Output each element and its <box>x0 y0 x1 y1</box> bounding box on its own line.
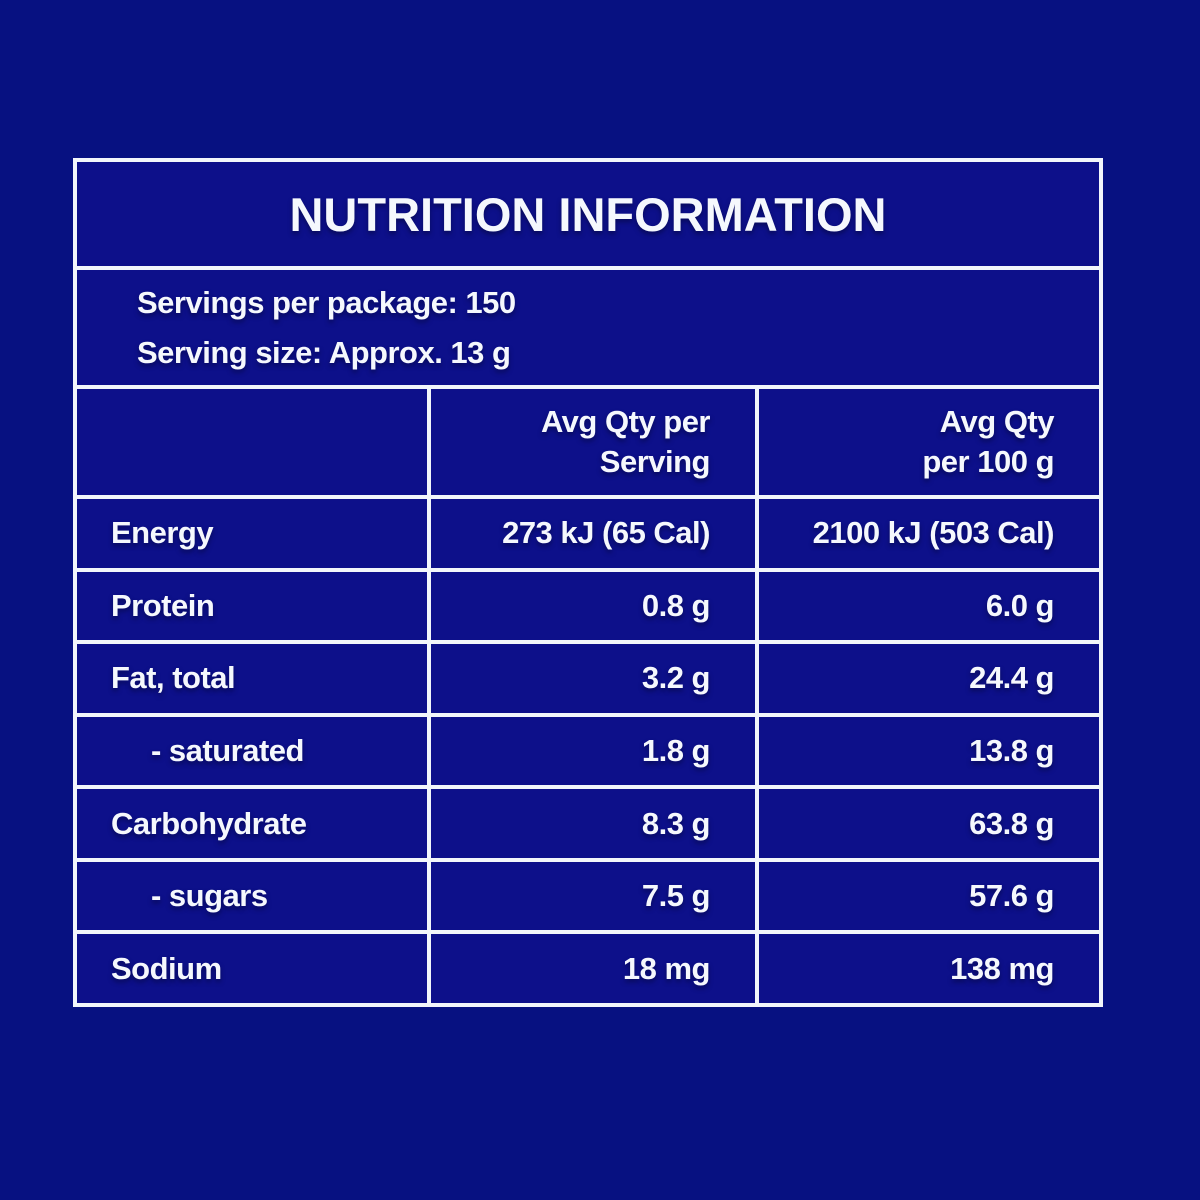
row-saturated-per-100g: 13.8 g <box>759 716 1099 786</box>
row-sugars-label: - sugars <box>77 861 427 931</box>
header-blank-cell <box>77 389 427 495</box>
per-serving-value: 18 mg <box>622 950 711 986</box>
row-sodium-per-100g: 138 mg <box>759 934 1099 1003</box>
row-saturated-label: - saturated <box>77 716 427 786</box>
header-per-100g: Avg Qty per 100 g <box>759 389 1099 495</box>
row-carbohydrate-per-serving: 8.3 g <box>431 789 755 858</box>
serving-info-section: Servings per package: 150 Serving size: … <box>77 270 1099 385</box>
header-per-serving-line1: Avg Qty per <box>540 404 711 439</box>
nutrition-table: Avg Qty per Serving Avg Qty per 100 g En… <box>77 389 1099 1003</box>
row-sugars-per-serving: 7.5 g <box>431 861 755 931</box>
per-serving-value: 0.8 g <box>641 587 711 623</box>
nutrient-label: Fat, total <box>111 660 236 696</box>
header-per-serving: Avg Qty per Serving <box>431 389 755 495</box>
row-protein-per-serving: 0.8 g <box>431 571 755 641</box>
per-100g-value: 2100 kJ (503 Cal) <box>812 515 1055 551</box>
nutrient-label: Protein <box>111 587 215 623</box>
row-fat-total-label: Fat, total <box>77 644 427 713</box>
row-sugars-per-100g: 57.6 g <box>759 861 1099 931</box>
per-serving-value: 7.5 g <box>641 878 711 914</box>
per-100g-value: 24.4 g <box>969 660 1054 696</box>
header-per-100g-line2: per 100 g <box>922 444 1054 479</box>
nutrition-panel: NUTRITION INFORMATION Servings per packa… <box>73 158 1103 1007</box>
per-serving-value: 273 kJ (65 Cal) <box>502 515 710 551</box>
per-100g-value: 63.8 g <box>969 805 1054 841</box>
panel-title-row: NUTRITION INFORMATION <box>77 162 1099 266</box>
per-100g-value: 57.6 g <box>969 878 1054 914</box>
per-serving-value: 8.3 g <box>641 805 711 841</box>
nutrient-label: - sugars <box>151 878 268 914</box>
panel-title: NUTRITION INFORMATION <box>289 187 887 241</box>
row-energy-label: Energy <box>77 499 427 568</box>
per-serving-value: 3.2 g <box>641 660 711 696</box>
header-per-serving-line2: Serving <box>599 444 711 479</box>
row-protein-per-100g: 6.0 g <box>759 571 1099 641</box>
row-saturated-per-serving: 1.8 g <box>431 716 755 786</box>
per-100g-value: 13.8 g <box>969 732 1054 768</box>
servings-per-package-text: Servings per package: 150 <box>137 284 516 320</box>
row-sodium-per-serving: 18 mg <box>431 934 755 1003</box>
row-sodium-label: Sodium <box>77 934 427 1003</box>
per-100g-value: 138 mg <box>950 950 1054 986</box>
nutrient-label: - saturated <box>151 732 304 768</box>
row-carbohydrate-per-100g: 63.8 g <box>759 789 1099 858</box>
row-energy-per-serving: 273 kJ (65 Cal) <box>431 499 755 568</box>
row-protein-label: Protein <box>77 571 427 641</box>
nutrient-label: Energy <box>111 515 214 551</box>
header-per-100g-line1: Avg Qty <box>939 404 1055 439</box>
nutrient-label: Sodium <box>111 950 222 986</box>
row-energy-per-100g: 2100 kJ (503 Cal) <box>759 499 1099 568</box>
row-fat-total-per-serving: 3.2 g <box>431 644 755 713</box>
serving-size-text: Serving size: Approx. 13 g <box>137 334 511 370</box>
row-carbohydrate-label: Carbohydrate <box>77 789 427 858</box>
per-100g-value: 6.0 g <box>985 587 1055 623</box>
row-fat-total-per-100g: 24.4 g <box>759 644 1099 713</box>
nutrient-label: Carbohydrate <box>111 805 307 841</box>
per-serving-value: 1.8 g <box>641 732 711 768</box>
